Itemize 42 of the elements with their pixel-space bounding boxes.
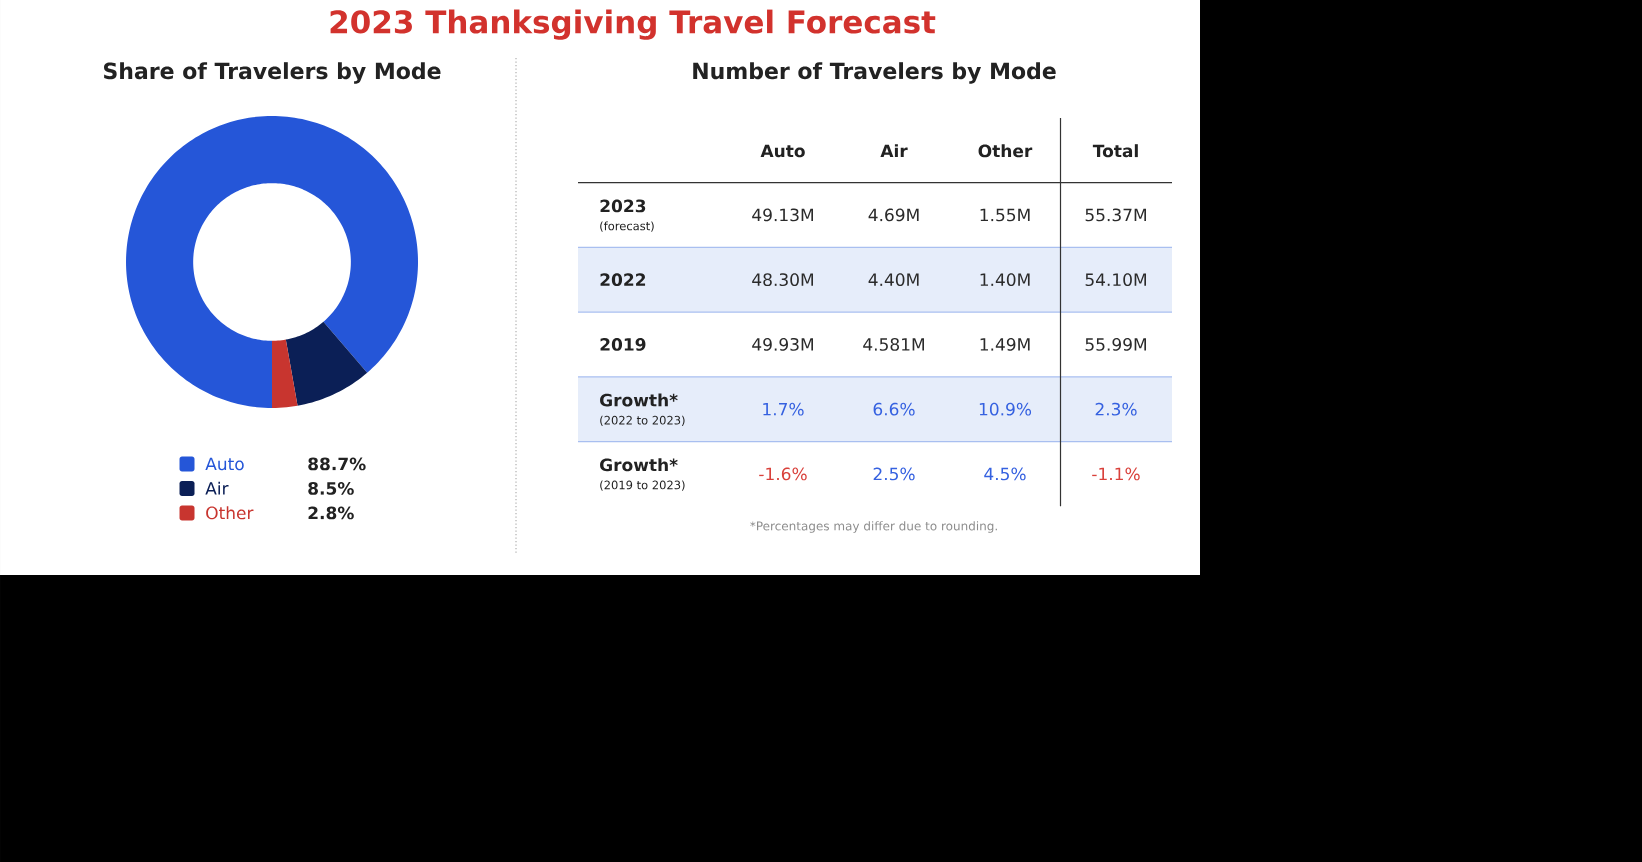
category-label: 2019 xyxy=(600,337,646,351)
category-label: Other xyxy=(978,144,1033,158)
category-label: 2023 xyxy=(600,199,646,213)
text: Number of Travelers by Mode xyxy=(693,62,1056,84)
text: 1.55M xyxy=(980,208,1030,222)
category-label: (forecast) xyxy=(600,221,654,232)
legend-label: Air xyxy=(205,481,229,495)
legend-label: Other xyxy=(206,506,254,520)
text: 1.7% xyxy=(763,402,804,416)
text: -1.6% xyxy=(759,467,807,481)
data-label: 8.5% xyxy=(308,481,354,495)
category-label: Growth* xyxy=(600,393,678,407)
chart-title: Share of Travelers by Mode xyxy=(104,62,441,84)
category-label: (2019 to 2023) xyxy=(600,480,685,491)
text: 6.6% xyxy=(873,402,915,416)
category-label: Total xyxy=(1092,144,1138,158)
text: -1.1% xyxy=(1092,467,1140,481)
category-label: Air xyxy=(880,144,908,158)
text: 2.3% xyxy=(1095,402,1137,416)
text: 55.37M xyxy=(1085,208,1146,222)
text: 2.5% xyxy=(873,467,915,481)
text: 4.40M xyxy=(868,273,919,287)
category-label: 2022 xyxy=(600,273,646,287)
text: 1.40M xyxy=(980,273,1030,287)
text: 49.93M xyxy=(752,337,813,351)
text: 55.99M xyxy=(1085,337,1146,351)
text: 10.9% xyxy=(979,402,1032,416)
text: 54.10M xyxy=(1085,273,1146,287)
category-label: (2022 to 2023) xyxy=(600,415,685,426)
category-label: Auto xyxy=(760,144,805,158)
text: 49.13M xyxy=(752,208,813,222)
data-label: 2.8% xyxy=(308,506,354,520)
text: 4.581M xyxy=(863,337,924,351)
text: 2023 Thanksgiving Travel Forecast xyxy=(330,9,936,40)
text: *Percentages may differ due to rounding. xyxy=(750,521,997,533)
data-label: 88.7% xyxy=(308,457,366,471)
text: 48.30M xyxy=(752,273,813,287)
text: 1.49M xyxy=(980,337,1030,351)
text: 4.69M xyxy=(868,208,919,222)
text: 4.5% xyxy=(984,467,1026,481)
category-label: Growth* xyxy=(600,458,678,472)
legend-label: Auto xyxy=(205,457,244,471)
